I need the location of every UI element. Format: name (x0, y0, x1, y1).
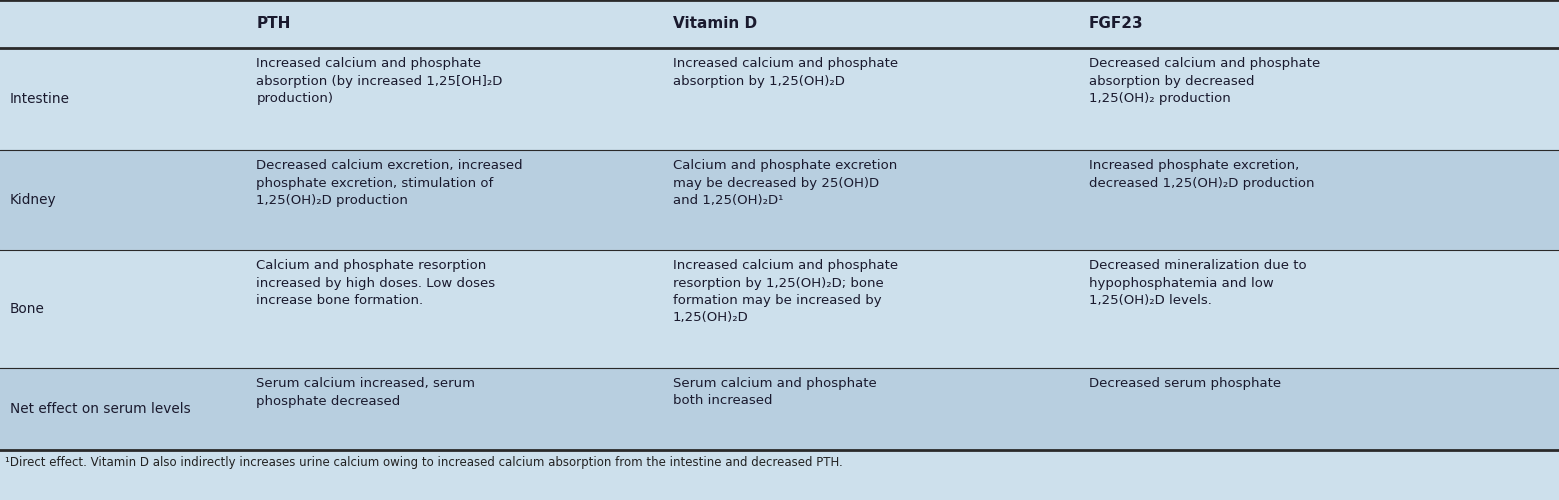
Text: Increased calcium and phosphate
absorption by 1,25(OH)₂D: Increased calcium and phosphate absorpti… (672, 57, 898, 88)
Text: PTH: PTH (256, 16, 290, 32)
Text: Calcium and phosphate excretion
may be decreased by 25(OH)D
and 1,25(OH)₂D¹: Calcium and phosphate excretion may be d… (672, 159, 896, 207)
Bar (0, 250, 1559, 368)
Text: Increased calcium and phosphate
resorption by 1,25(OH)₂D; bone
formation may be : Increased calcium and phosphate resorpti… (672, 259, 898, 324)
Text: Serum calcium increased, serum
phosphate decreased: Serum calcium increased, serum phosphate… (256, 377, 475, 408)
Text: Increased calcium and phosphate
absorption (by increased 1,25[OH]₂D
production): Increased calcium and phosphate absorpti… (256, 57, 502, 105)
Text: Increased phosphate excretion,
decreased 1,25(OH)₂D production: Increased phosphate excretion, decreased… (1088, 159, 1314, 190)
Text: Serum calcium and phosphate
both increased: Serum calcium and phosphate both increas… (672, 377, 876, 408)
Bar (0, 0, 1559, 48)
Text: Vitamin D: Vitamin D (672, 16, 756, 32)
Text: Intestine: Intestine (9, 92, 70, 106)
Text: FGF23: FGF23 (1088, 16, 1143, 32)
Text: Decreased calcium and phosphate
absorption by decreased
1,25(OH)₂ production: Decreased calcium and phosphate absorpti… (1088, 57, 1320, 105)
Text: Calcium and phosphate resorption
increased by high doses. Low doses
increase bon: Calcium and phosphate resorption increas… (256, 259, 496, 307)
Text: Kidney: Kidney (9, 193, 56, 207)
Text: Net effect on serum levels: Net effect on serum levels (9, 402, 190, 416)
Text: Decreased mineralization due to
hypophosphatemia and low
1,25(OH)₂D levels.: Decreased mineralization due to hypophos… (1088, 259, 1306, 307)
Text: Bone: Bone (9, 302, 45, 316)
Text: Decreased serum phosphate: Decreased serum phosphate (1088, 377, 1281, 390)
Bar (0, 150, 1559, 250)
Text: ¹Direct effect. Vitamin D also indirectly increases urine calcium owing to incre: ¹Direct effect. Vitamin D also indirectl… (5, 456, 843, 469)
Bar (0, 450, 1559, 500)
Bar (0, 48, 1559, 150)
Text: Decreased calcium excretion, increased
phosphate excretion, stimulation of
1,25(: Decreased calcium excretion, increased p… (256, 159, 522, 207)
Bar (0, 368, 1559, 450)
